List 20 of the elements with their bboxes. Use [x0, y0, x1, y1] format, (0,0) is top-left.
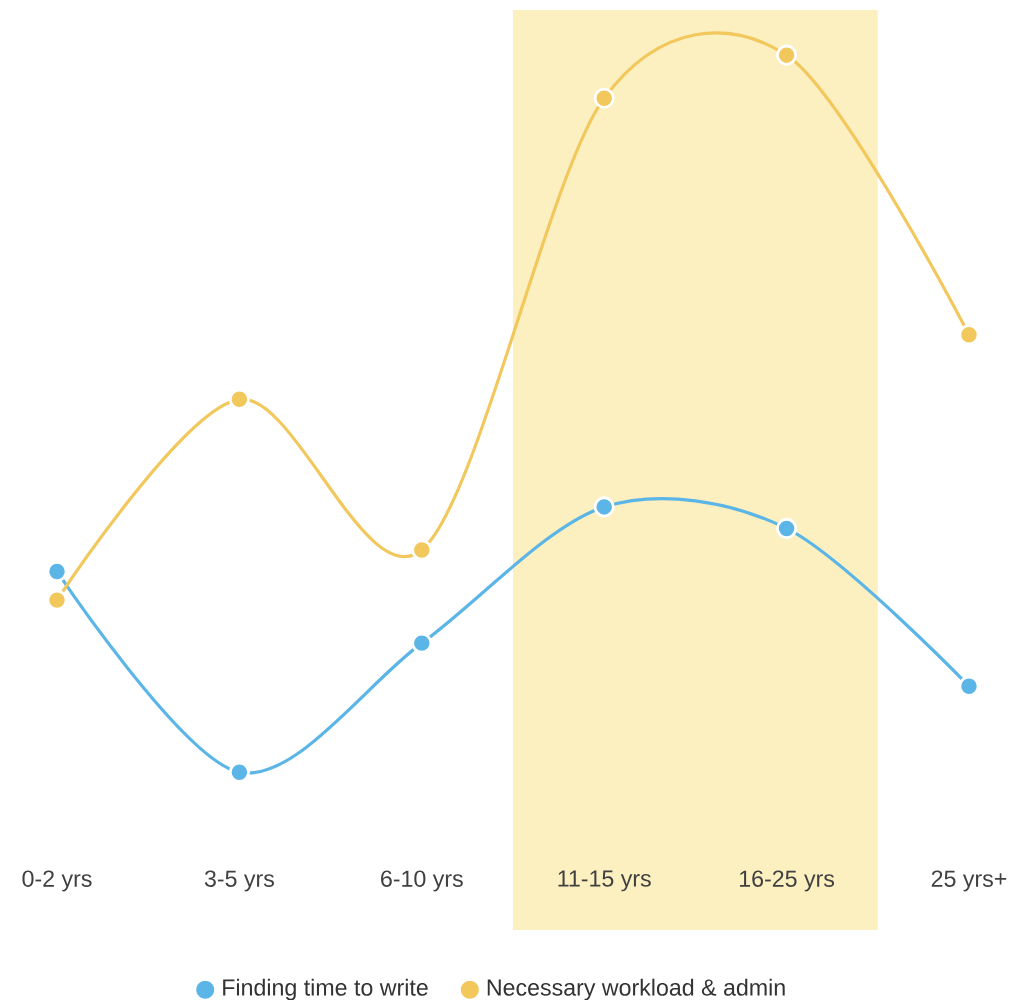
point	[593, 87, 615, 109]
point	[411, 632, 433, 654]
x-tick-label: 11-15 yrs	[558, 870, 651, 892]
x-tick-label: 16-25 yrs	[740, 870, 835, 892]
point	[776, 44, 798, 66]
point	[228, 388, 250, 410]
point	[46, 560, 68, 582]
point	[411, 539, 433, 561]
point	[776, 517, 798, 539]
point	[593, 496, 615, 518]
x-tick-label: 0-2 yrs	[22, 870, 92, 892]
x-tick-label: 3-5 yrs	[204, 870, 274, 892]
x-tick-label: 25 yrs+	[931, 870, 1007, 892]
legend-label: Finding time to write	[223, 978, 428, 1000]
legend-label: Necessary workload & admin	[487, 978, 785, 1000]
x-tick-label: 6-10 yrs	[381, 870, 463, 892]
point	[958, 675, 980, 697]
point	[46, 589, 68, 611]
point	[228, 761, 250, 783]
point	[958, 324, 980, 346]
